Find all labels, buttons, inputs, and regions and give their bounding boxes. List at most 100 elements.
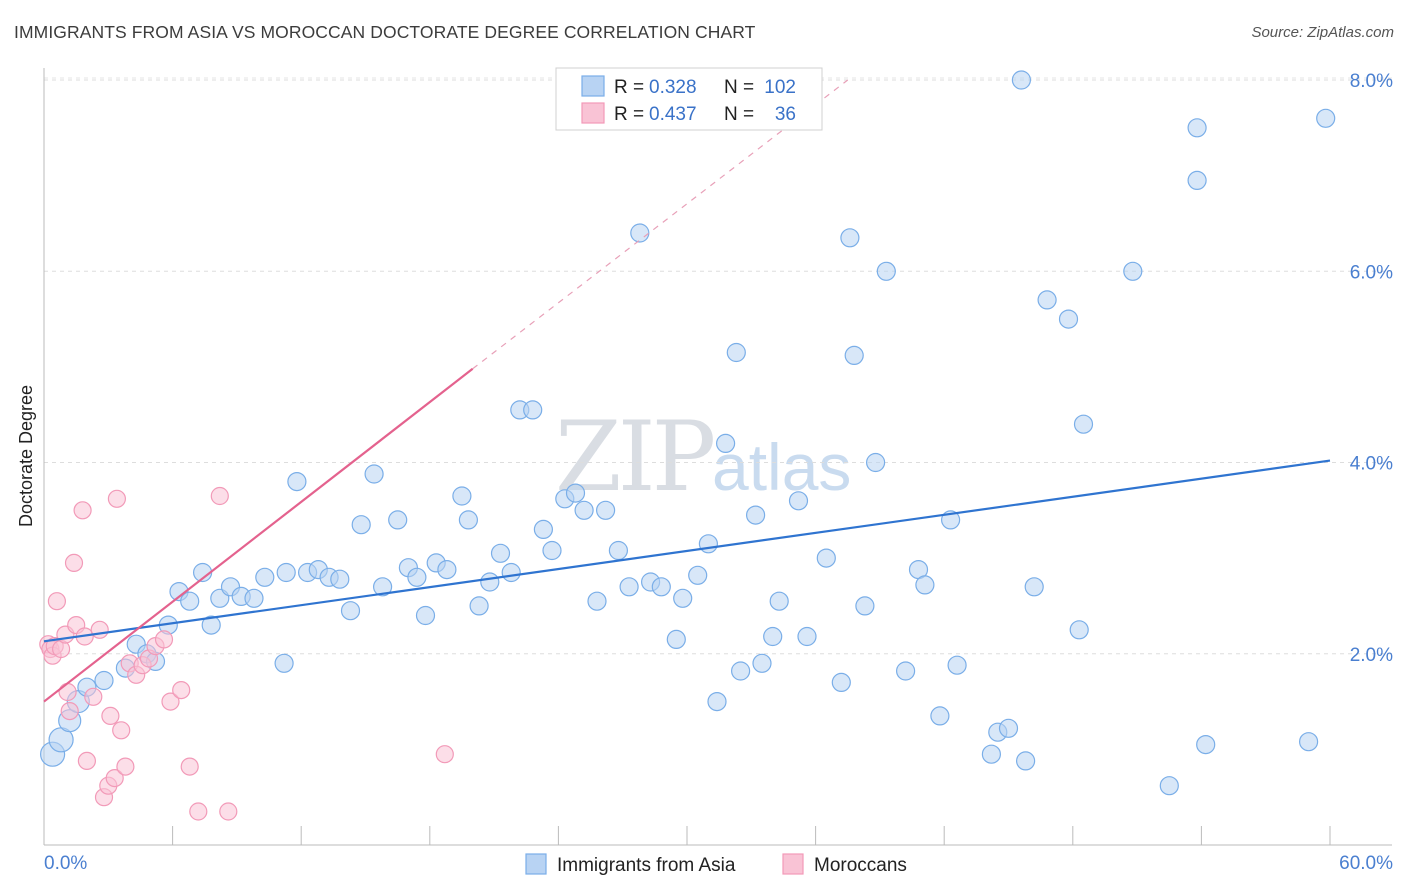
asia-point-40 <box>480 572 500 592</box>
asia-point-44 <box>523 400 543 420</box>
legend-swatch-asia <box>581 75 605 97</box>
asia-point-86 <box>998 718 1019 738</box>
trend-line-moroccans <box>43 367 474 703</box>
moroccan-point-18 <box>101 706 120 726</box>
asia-point-77 <box>876 261 896 281</box>
moroccan-point-14 <box>84 687 103 706</box>
asia-point-68 <box>769 591 789 611</box>
moroccan-point-13 <box>77 751 97 771</box>
asia-point-69 <box>788 491 809 511</box>
asia-point-67 <box>763 626 783 647</box>
moroccan-point-22 <box>116 757 135 776</box>
points-immigrants-from-asia <box>39 70 1336 796</box>
asia-point-29 <box>364 464 384 484</box>
gridlines <box>44 77 1392 655</box>
moroccan-point-31 <box>180 757 199 776</box>
asia-point-75 <box>855 596 875 616</box>
asia-point-74 <box>844 345 864 365</box>
asia-point-38 <box>458 510 478 530</box>
bottom-legend-moroccans: Moroccans <box>814 855 907 876</box>
asia-point-99 <box>1298 732 1319 752</box>
trend-line-asia <box>43 459 1331 643</box>
asia-point-46 <box>542 540 562 561</box>
asia-point-89 <box>1024 577 1044 597</box>
asia-point-64 <box>730 661 751 681</box>
asia-point-39 <box>469 596 489 616</box>
moroccan-point-28 <box>154 630 174 649</box>
asia-point-97 <box>1187 118 1207 138</box>
asia-point-78 <box>895 661 916 681</box>
asia-point-98 <box>1196 734 1216 755</box>
x-tick-labels: 0.0% 60.0% <box>44 853 1393 874</box>
x-tick-max: 60.0% <box>1339 853 1393 874</box>
moroccan-point-15 <box>90 620 109 639</box>
asia-point-71 <box>816 548 836 568</box>
moroccan-point-21 <box>112 721 131 740</box>
asia-point-92 <box>1069 620 1089 640</box>
asia-point-37 <box>452 486 472 506</box>
asia-point-84 <box>981 744 1002 764</box>
legend-asia-r-value: 0.328 <box>649 77 697 98</box>
asia-point-83 <box>947 655 967 675</box>
asia-point-18 <box>244 588 264 608</box>
asia-point-26 <box>330 569 350 589</box>
asia-point-41 <box>490 543 511 563</box>
asia-point-80 <box>915 575 935 595</box>
moroccan-point-35 <box>435 745 454 764</box>
asia-point-59 <box>688 565 708 585</box>
asia-point-66 <box>752 653 772 673</box>
chart-title: IMMIGRANTS FROM ASIA VS MOROCCAN DOCTORA… <box>14 22 756 42</box>
moroccan-point-34 <box>219 802 238 821</box>
y-axis-label: Doctorate Degree <box>16 385 36 527</box>
moroccan-point-4 <box>47 592 67 611</box>
asia-point-22 <box>287 472 307 492</box>
moroccan-point-32 <box>189 802 208 821</box>
asia-point-19 <box>255 567 275 587</box>
asia-point-12 <box>180 591 200 611</box>
asia-point-48 <box>565 483 586 503</box>
legend-mor-n-label: N = <box>724 104 754 125</box>
asia-point-54 <box>630 223 650 243</box>
y-tick-label-6: 6.0% <box>1350 262 1393 283</box>
legend-asia-r-label: R = <box>614 77 644 98</box>
asia-point-93 <box>1073 414 1094 434</box>
asia-point-94 <box>1123 261 1143 281</box>
asia-point-51 <box>595 500 616 520</box>
asia-point-57 <box>666 629 686 650</box>
watermark: ZIP atlas <box>555 401 851 513</box>
bottom-legend-asia: Immigrants from Asia <box>557 855 736 876</box>
bottom-legend-swatch-asia <box>525 853 547 875</box>
asia-point-60 <box>698 534 719 554</box>
legend-swatch-moroccans <box>581 102 605 124</box>
asia-point-50 <box>587 591 607 611</box>
source-credit: Source: ZipAtlas.com <box>1251 24 1394 41</box>
asia-point-56 <box>651 577 671 597</box>
asia-point-58 <box>673 588 693 608</box>
legend-mor-r-value: 0.437 <box>649 104 697 125</box>
series-legend: Immigrants from Asia Moroccans <box>525 853 907 876</box>
asia-point-21 <box>276 562 296 583</box>
moroccan-point-9 <box>64 553 84 573</box>
asia-point-52 <box>608 540 629 561</box>
asia-point-90 <box>1037 290 1057 310</box>
asia-point-33 <box>407 567 427 587</box>
asia-point-30 <box>373 577 393 597</box>
asia-point-34 <box>415 605 436 626</box>
moroccan-point-8 <box>60 701 79 721</box>
asia-point-49 <box>574 500 594 520</box>
asia-point-27 <box>340 601 361 621</box>
moroccan-point-33 <box>210 486 229 506</box>
moroccan-point-11 <box>73 501 92 520</box>
bottom-legend-swatch-moroccans <box>782 853 804 875</box>
moroccan-point-29 <box>161 692 180 711</box>
asia-point-81 <box>930 706 950 726</box>
asia-point-63 <box>726 342 746 363</box>
asia-point-20 <box>274 653 294 673</box>
asia-point-36 <box>437 559 457 580</box>
asia-point-31 <box>388 510 408 530</box>
watermark-atlas: atlas <box>712 430 851 504</box>
asia-point-53 <box>619 577 639 597</box>
asia-point-76 <box>865 452 886 473</box>
y-tick-label-8: 8.0% <box>1350 71 1393 92</box>
